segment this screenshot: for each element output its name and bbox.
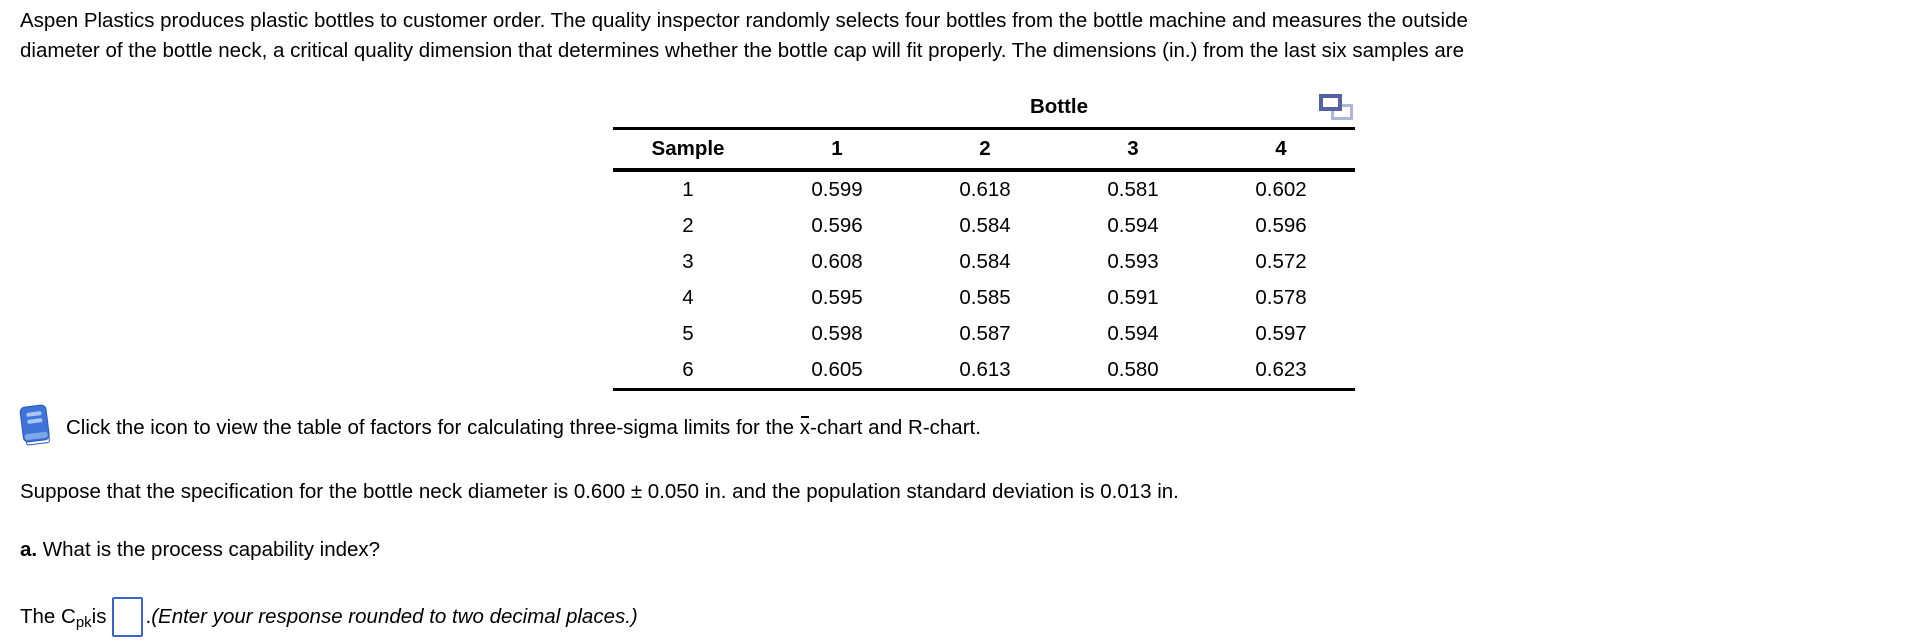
cell-value: 0.587 [959,322,1011,345]
cell-value: 0.598 [811,322,863,345]
xbar-symbol: x [799,415,811,439]
cell-value: 0.593 [1107,250,1159,273]
table-row: 4 0.595 0.585 0.591 0.578 [613,280,1355,316]
col-header-2: 2 [911,128,1059,172]
cell-value: 0.585 [959,286,1011,309]
sample-number: 1 [682,178,694,201]
cell-value: 0.613 [911,352,1059,391]
cell-value: 0.597 [1255,322,1307,345]
cpk-answer-input[interactable] [112,597,144,637]
factors-note-text: Click the icon to view the table of fact… [66,413,981,440]
problem-statement-line1: Aspen Plastics produces plastic bottles … [20,9,1468,32]
cell-value: 0.605 [763,352,911,391]
sample-number: 3 [682,250,694,273]
specification-text: Suppose that the specification for the b… [20,480,1179,503]
factors-note-prefix: Click the icon to view the table of fact… [66,415,800,439]
factors-note-line: Click the icon to view the table of fact… [18,402,981,450]
cell-value: 0.596 [811,214,863,237]
cell-value: 0.584 [959,250,1011,273]
book-icon[interactable] [18,403,52,449]
table-row: 2 0.596 0.584 0.594 0.596 [613,208,1355,244]
cell-value: 0.599 [811,178,863,201]
cell-value: 0.591 [1107,286,1159,309]
table-row: 5 0.598 0.587 0.594 0.597 [613,316,1355,352]
factors-note-suffix: -chart and R-chart. [810,415,981,439]
sample-number: 6 [613,352,763,391]
problem-statement: Aspen Plastics produces plastic bottles … [20,6,1468,66]
cell-value: 0.608 [811,250,863,273]
group-header-spacer [613,86,763,130]
col-header-sample: Sample [613,128,763,172]
cell-value: 0.623 [1207,352,1355,391]
problem-statement-line2: diameter of the bottle neck, a critical … [20,39,1465,62]
cell-value: 0.594 [1107,214,1159,237]
bottle-measurements-table: Bottle Sample 1 2 3 4 1 0.599 0.618 0.58… [613,86,1355,391]
table-row: 1 0.599 0.618 0.581 0.602 [613,170,1355,208]
col-header-4: 4 [1207,128,1355,172]
col-header-3: 3 [1059,128,1207,172]
cell-value: 0.580 [1059,352,1207,391]
answer-prefix: The C [20,605,76,628]
table-row: 6 0.605 0.613 0.580 0.623 [613,352,1355,391]
group-header-bottle: Bottle [763,86,1355,130]
popup-icon-back-rect [1331,104,1353,120]
answer-mid: is [91,605,107,628]
cell-value: 0.572 [1255,250,1307,273]
cell-value: 0.596 [1255,214,1307,237]
col-header-1: 1 [763,128,911,172]
answer-period: . [145,605,152,628]
cell-value: 0.618 [959,178,1011,201]
sample-number: 4 [682,286,694,309]
cell-value: 0.581 [1107,178,1159,201]
sample-data-table-container: Bottle Sample 1 2 3 4 1 0.599 0.618 0.58… [613,86,1355,391]
cell-value: 0.584 [959,214,1011,237]
popup-icon-front-rect [1319,94,1342,111]
cell-value: 0.594 [1107,322,1159,345]
answer-instruction-note: (Enter your response rounded to two deci… [151,605,638,628]
table-column-header-row: Sample 1 2 3 4 [613,128,1355,172]
cell-value: 0.602 [1255,178,1307,201]
table-group-header-row: Bottle [613,86,1355,130]
sample-number: 5 [682,322,694,345]
popup-table-icon[interactable] [1319,94,1355,128]
sample-number: 2 [682,214,694,237]
question-a-label: a. [20,538,38,561]
cell-value: 0.578 [1255,286,1307,309]
question-a-text: What is the process capability index? [37,538,381,561]
question-a: a. What is the process capability index? [20,538,380,562]
table-row: 3 0.608 0.584 0.593 0.572 [613,244,1355,280]
cell-value: 0.595 [811,286,863,309]
